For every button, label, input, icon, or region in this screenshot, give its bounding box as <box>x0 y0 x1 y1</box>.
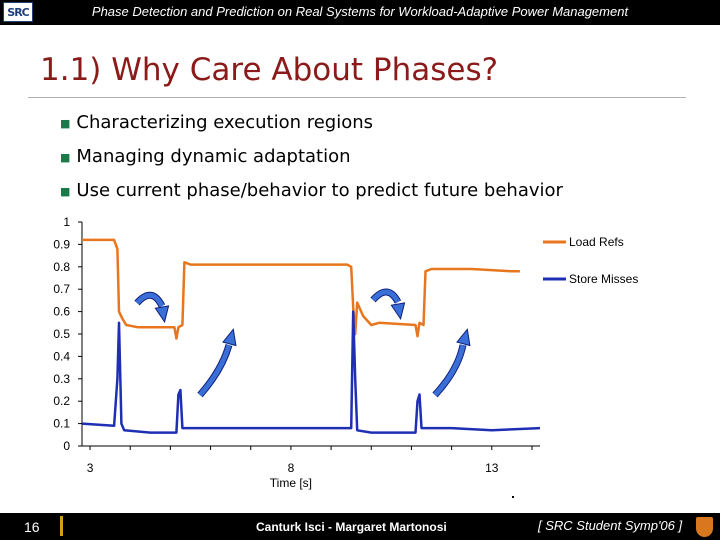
y-tick-label: 0.1 <box>53 417 70 431</box>
y-tick-label: 0.6 <box>53 305 70 319</box>
stray-dot <box>512 496 514 498</box>
y-tick-label: 0.7 <box>53 282 70 296</box>
series-line-load-refs <box>82 238 520 340</box>
y-tick-label: 0 <box>63 439 70 453</box>
bullet-list: ■ Characterizing execution regions ■ Manag… <box>60 112 563 214</box>
curved-arrow-icon <box>390 302 406 321</box>
curved-arrow-icon <box>222 328 237 347</box>
bullet-item: ■ Managing dynamic adaptation <box>60 146 563 180</box>
y-tick-label: 1 <box>63 215 70 229</box>
bullet-text: Characterizing execution regions <box>76 112 374 133</box>
legend-label: Load Refs <box>569 235 624 249</box>
y-tick-label: 0.2 <box>53 394 70 408</box>
x-tick-label: 8 <box>288 461 295 475</box>
x-tick-label: 3 <box>87 461 94 475</box>
arrow-body <box>198 344 232 397</box>
y-tick-label: 0.3 <box>53 372 70 386</box>
university-crest-icon <box>696 517 713 537</box>
page-number: 16 <box>24 519 40 535</box>
x-tick-label: 13 <box>485 461 499 475</box>
arrow-body <box>433 344 466 397</box>
arrow-body <box>135 292 165 308</box>
bullet-text: Managing dynamic adaptation <box>76 146 351 167</box>
bullet-item: ■ Characterizing execution regions <box>60 112 563 146</box>
arrow-body <box>371 289 401 304</box>
y-tick-label: 0.5 <box>53 327 70 341</box>
top-banner <box>0 0 720 25</box>
presentation-title: Phase Detection and Prediction on Real S… <box>91 4 629 19</box>
bullet-square-icon: ■ <box>60 151 71 164</box>
bullet-square-icon: ■ <box>60 117 71 130</box>
slide-title: 1.1) Why Care About Phases? <box>40 52 499 88</box>
logo-text: SRC <box>7 5 29 19</box>
bullet-item: ■ Use current phase/behavior to predict f… <box>60 180 563 214</box>
legend-label: Store Misses <box>569 272 638 286</box>
y-tick-label: 0.8 <box>53 260 70 274</box>
footer-bar <box>0 513 720 540</box>
footer-venue: [ SRC Student Symp'06 ] <box>538 518 683 533</box>
series-line-store-misses <box>81 310 541 434</box>
footer-authors: Canturk Isci - Margaret Martonosi <box>256 520 447 534</box>
curved-arrow-icon <box>154 305 170 324</box>
src-logo: SRC <box>3 2 33 22</box>
y-tick-label: 0.9 <box>53 237 70 251</box>
curved-arrow-icon <box>456 328 471 347</box>
footer-accent-bar <box>60 516 63 536</box>
y-tick-label: 0.4 <box>53 349 70 363</box>
x-axis-label: Time [s] <box>270 476 312 490</box>
bullet-text: Use current phase/behavior to predict fu… <box>76 180 563 201</box>
bullet-square-icon: ■ <box>60 185 71 198</box>
title-divider <box>28 97 686 98</box>
